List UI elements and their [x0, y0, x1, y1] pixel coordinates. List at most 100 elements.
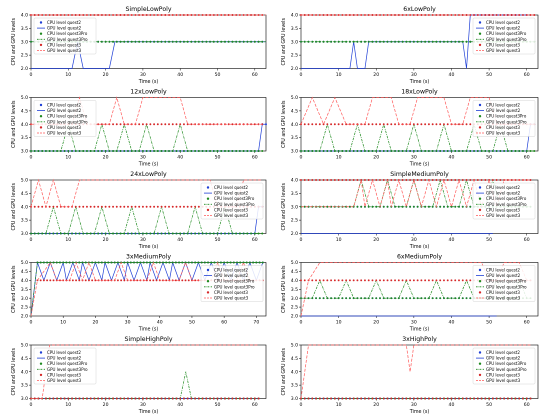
- data-point: [341, 123, 344, 126]
- data-point: [348, 14, 351, 16]
- data-point: [394, 397, 396, 400]
- data-point: [345, 297, 348, 300]
- data-point: [120, 279, 123, 282]
- data-point: [186, 397, 189, 400]
- data-point: [454, 397, 457, 400]
- data-point: [322, 150, 325, 152]
- data-point: [74, 14, 77, 16]
- y-tick-label: 3.5: [291, 287, 298, 293]
- data-point: [112, 150, 115, 152]
- legend-box: [472, 347, 536, 385]
- data-point: [405, 40, 408, 43]
- data-point: [469, 123, 472, 126]
- data-point: [311, 279, 314, 282]
- legend-marker: [478, 115, 482, 118]
- data-point: [503, 150, 506, 152]
- data-point: [94, 279, 97, 282]
- data-point: [315, 179, 317, 181]
- data-point: [390, 150, 393, 152]
- data-point: [261, 150, 264, 152]
- data-point: [499, 179, 502, 181]
- data-point: [435, 40, 438, 43]
- data-point: [78, 279, 81, 282]
- data-point: [348, 150, 351, 152]
- legend-label: GPU level quest3: [486, 378, 521, 383]
- x-tick-label: 60: [524, 237, 530, 243]
- data-point: [194, 205, 197, 208]
- y-tick-label: 3.5: [21, 135, 28, 141]
- data-point: [74, 232, 77, 235]
- data-point: [356, 397, 359, 400]
- data-point: [315, 297, 317, 300]
- data-point: [307, 14, 310, 16]
- data-point: [409, 150, 412, 152]
- data-point: [348, 179, 351, 181]
- legend-box: [200, 265, 264, 302]
- data-point: [164, 232, 167, 235]
- data-point: [348, 279, 351, 282]
- data-point: [480, 179, 483, 181]
- legend-label: GPU level quest3: [47, 131, 82, 136]
- x-tick-label: 60: [252, 402, 258, 408]
- y-tick-label: 4.0: [291, 178, 298, 184]
- legend-label: GPU level quest2: [486, 356, 521, 361]
- data-point: [52, 279, 55, 282]
- y-axis-label: CPU and GPU levels: [281, 183, 287, 231]
- data-point: [356, 205, 359, 208]
- legend-box: [33, 347, 97, 385]
- data-point: [123, 397, 126, 400]
- legend-label: CPU level quest3Pro: [486, 196, 527, 201]
- data-point: [435, 397, 438, 400]
- legend-label: CPU level quest2: [486, 20, 520, 25]
- legend-label: GPU level quest2: [486, 273, 521, 278]
- data-point: [371, 123, 374, 126]
- data-point: [93, 205, 96, 208]
- series-gpu-level-quest3pro: [31, 205, 263, 234]
- y-tick-label: 5.0: [21, 260, 28, 266]
- data-point: [165, 279, 168, 282]
- data-point: [236, 261, 238, 264]
- data-point: [33, 397, 36, 400]
- data-point: [341, 397, 344, 400]
- data-point: [138, 123, 141, 126]
- series-gpu-level-quest3: [30, 178, 263, 209]
- data-point: [48, 397, 51, 400]
- data-point: [488, 397, 491, 400]
- data-point: [227, 232, 230, 235]
- data-point: [446, 179, 449, 181]
- data-point: [510, 14, 513, 16]
- data-point: [461, 40, 464, 43]
- x-tick-label: 50: [215, 155, 221, 161]
- data-point: [416, 297, 419, 300]
- data-point: [78, 205, 81, 208]
- y-tick-label: 2.0: [21, 314, 28, 320]
- data-point: [476, 179, 479, 181]
- data-point: [181, 279, 184, 282]
- data-point: [153, 232, 156, 235]
- data-point: [145, 205, 148, 208]
- subplot-title: SimpleLowPoly: [126, 6, 172, 13]
- y-tick-label: 2.0: [291, 66, 298, 72]
- data-point: [71, 150, 73, 152]
- data-point: [461, 397, 464, 400]
- data-point: [375, 205, 378, 208]
- data-point: [89, 150, 92, 152]
- data-point: [59, 397, 62, 400]
- legend-label: GPU level quest2: [486, 191, 521, 196]
- data-point: [529, 14, 532, 16]
- data-point: [141, 397, 144, 400]
- x-axis-label: Time (s): [138, 409, 159, 414]
- data-point: [97, 150, 100, 152]
- data-point: [71, 397, 73, 400]
- data-point: [431, 297, 434, 300]
- x-tick-label: 0: [30, 155, 33, 161]
- data-point: [168, 14, 170, 16]
- legend-box: [33, 17, 97, 55]
- data-point: [514, 397, 517, 400]
- data-point: [518, 397, 521, 400]
- data-point: [82, 150, 85, 152]
- x-tick-label: 0: [300, 155, 303, 161]
- data-point: [375, 14, 378, 16]
- data-point: [178, 261, 181, 264]
- data-point: [375, 297, 378, 300]
